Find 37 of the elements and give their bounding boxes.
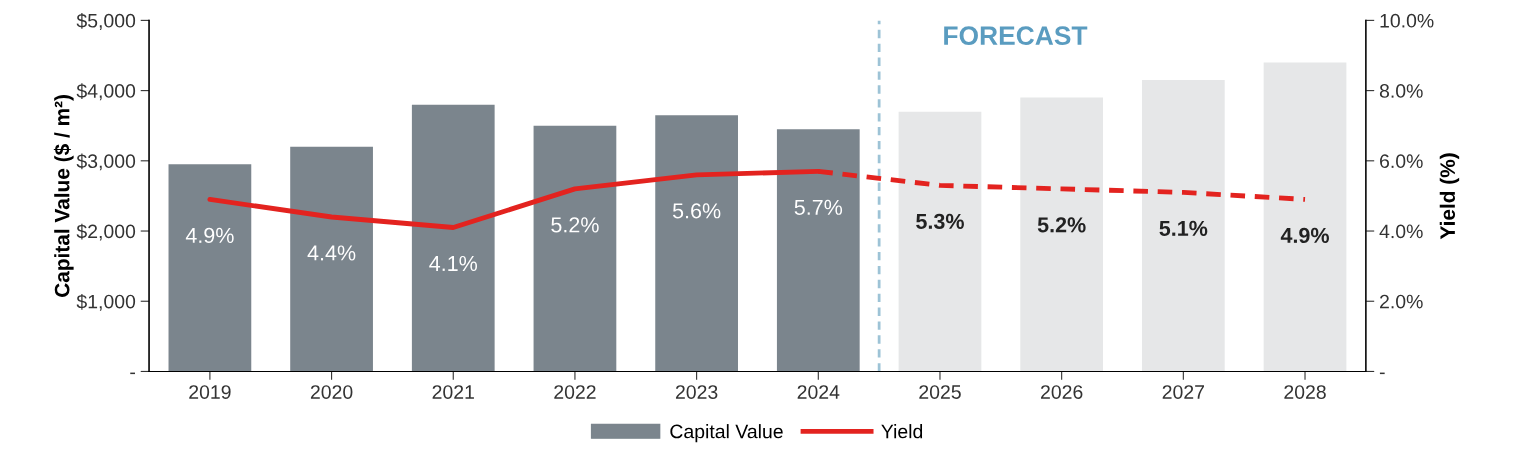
- data-label: 4.9%: [185, 227, 234, 244]
- data-label: 5.3%: [916, 213, 964, 230]
- data-label: 5.1%: [1159, 220, 1208, 236]
- y2-tick-label: 6.0%: [1380, 154, 1423, 169]
- y-tick-label: $2,000: [76, 223, 136, 241]
- x-tick-label: 2019: [189, 385, 231, 399]
- legend-label: Yield: [881, 424, 923, 439]
- x-tick-label: 2023: [675, 385, 718, 399]
- legend-label: Capital Value: [670, 424, 783, 443]
- y2-tick-label: 8.0%: [1379, 84, 1423, 98]
- y-tick-label: $3,000: [76, 153, 136, 171]
- data-label: 4.1%: [429, 255, 478, 272]
- y2-tick-label: -: [1379, 372, 1385, 375]
- y2-tick-label: 4.0%: [1379, 224, 1423, 239]
- y-tick-label: $5,000: [76, 13, 136, 30]
- y-axis-title: Capital Value ($ / m²): [53, 95, 74, 297]
- x-tick-label: 2028: [1284, 385, 1326, 399]
- y-tick-label: $1,000: [76, 293, 136, 311]
- data-label: 5.2%: [1037, 217, 1086, 233]
- y2-tick-label: 2.0%: [1380, 294, 1423, 309]
- ref-line-label: FORECAST: [944, 26, 1088, 46]
- x-tick-label: 2022: [554, 385, 596, 399]
- y-tick-label: -: [130, 372, 135, 375]
- y-tick-label: $4,000: [76, 83, 136, 101]
- data-label: 5.7%: [794, 199, 843, 215]
- x-tick-label: 2020: [310, 385, 353, 399]
- data-label: 4.9%: [1280, 227, 1329, 244]
- data-label: 4.4%: [307, 245, 356, 261]
- y2-axis-title: Yield (%): [1439, 153, 1460, 240]
- x-tick-label: 2025: [919, 385, 961, 399]
- x-tick-label: 2026: [1041, 385, 1083, 399]
- data-label: 5.2%: [551, 217, 599, 233]
- x-tick-label: 2024: [797, 385, 840, 399]
- x-tick-label: 2027: [1162, 385, 1204, 399]
- data-label: 5.6%: [672, 203, 721, 219]
- y2-tick-label: 10.0%: [1380, 13, 1434, 28]
- x-tick-label: 2021: [432, 385, 474, 399]
